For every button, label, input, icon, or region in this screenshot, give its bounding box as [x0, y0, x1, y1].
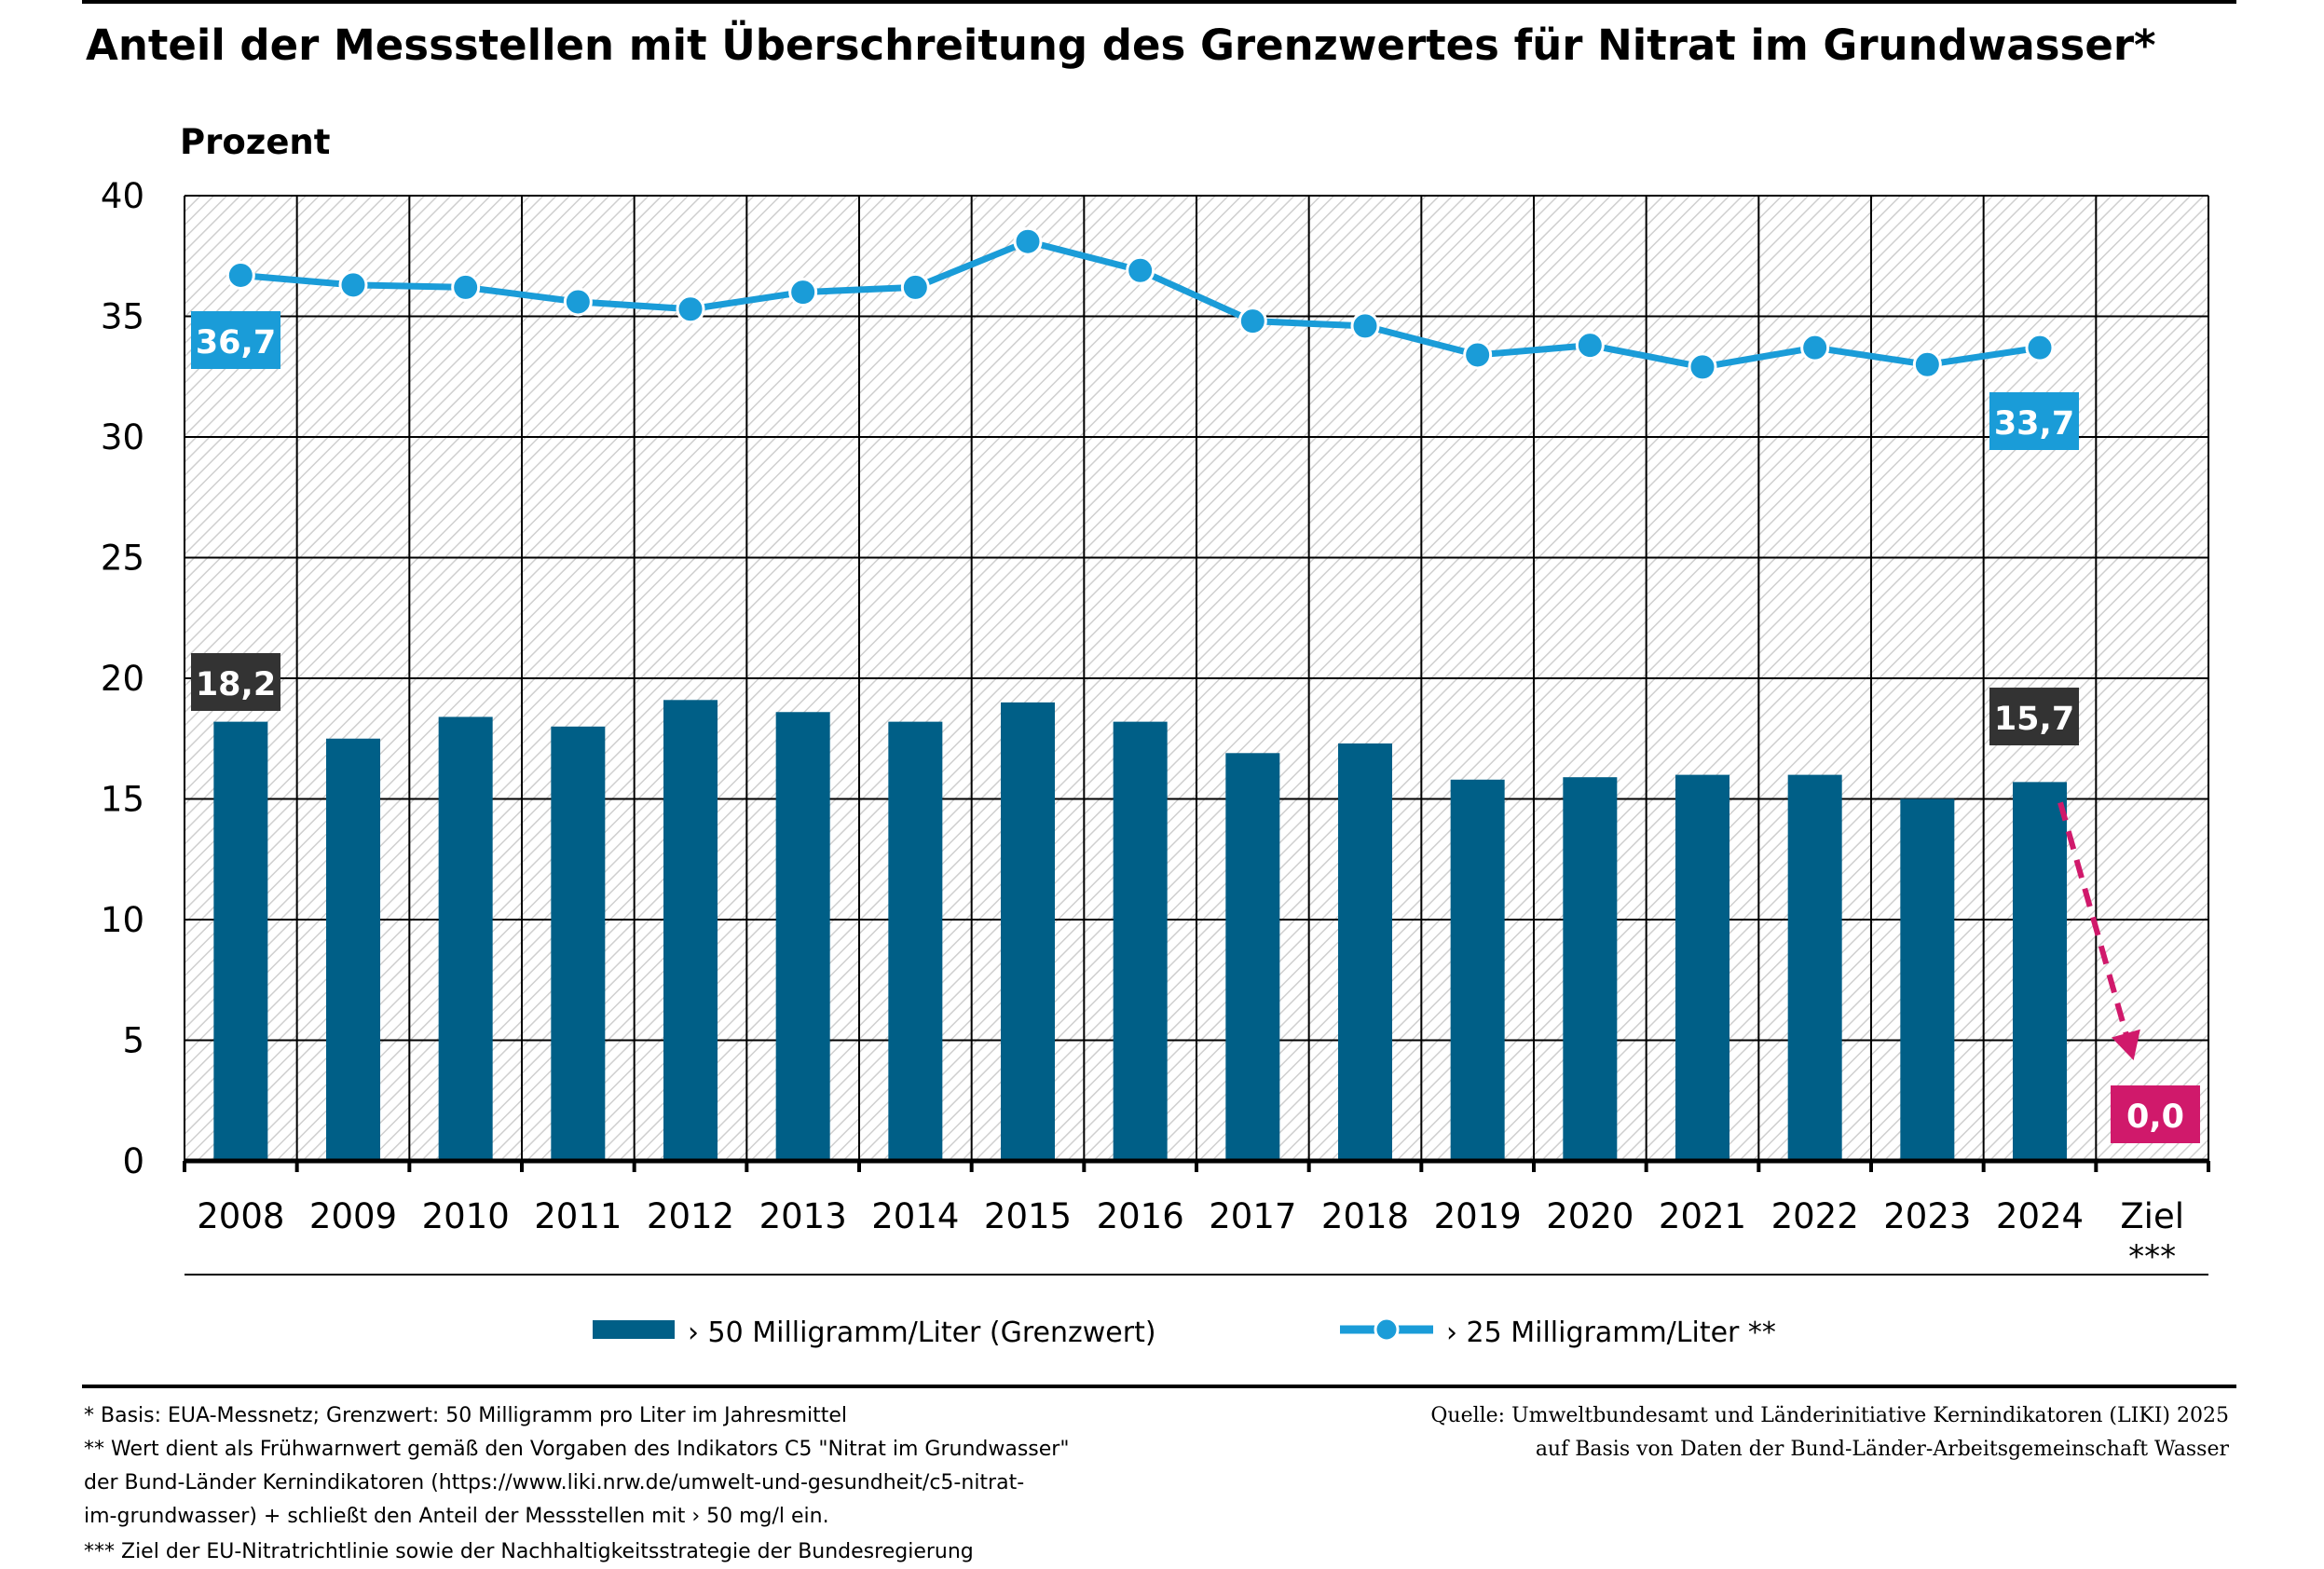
y-axis-label: Prozent	[180, 122, 330, 162]
line-point-2009	[338, 270, 368, 300]
source-line-1: Quelle: Umweltbundesamt und Länderinitia…	[1430, 1404, 2229, 1427]
footnote-5: *** Ziel der EU-Nitratrichtlinie sowie d…	[84, 1540, 974, 1563]
bar-2019	[1450, 779, 1505, 1161]
value-label: 15,7	[1994, 701, 2074, 738]
top-rule	[82, 0, 2236, 4]
bar-2013	[775, 712, 830, 1161]
y-tick-label: 25	[101, 539, 144, 579]
x-tick-label-2008: 2008	[197, 1196, 284, 1236]
value-label-box	[1989, 688, 2079, 745]
bar-2016	[1113, 721, 1168, 1161]
bar-2024	[2013, 782, 2067, 1161]
line-point-2020	[1575, 331, 1605, 361]
y-tick-label: 30	[101, 417, 144, 457]
x-tick-label-2019: 2019	[1434, 1196, 1522, 1236]
x-tick-label-2023: 2023	[1883, 1196, 1971, 1236]
x-tick-label-2022: 2022	[1771, 1196, 1859, 1236]
bar-2012	[663, 700, 718, 1161]
bar-2022	[1787, 774, 1842, 1161]
footnote-1: * Basis: EUA-Messnetz; Grenzwert: 50 Mil…	[84, 1404, 848, 1427]
bar-2009	[326, 738, 380, 1161]
line-point-2019	[1463, 340, 1493, 370]
value-label-box	[2111, 1085, 2200, 1143]
bar-2008	[213, 721, 268, 1161]
x-tick-label-2012: 2012	[647, 1196, 734, 1236]
x-tick-label-2016: 2016	[1097, 1196, 1184, 1236]
line-point-2016	[1126, 255, 1155, 285]
source-line-2: auf Basis von Daten der Bund-Länder-Arbe…	[1535, 1438, 2229, 1461]
x-tick-label-2017: 2017	[1209, 1196, 1296, 1236]
y-tick-label: 10	[101, 900, 144, 940]
footnote-3: der Bund-Länder Kernindikatoren (https:/…	[84, 1471, 1025, 1494]
x-tick-label-Ziel: Ziel	[2120, 1196, 2184, 1236]
x-tick-label-2010: 2010	[422, 1196, 510, 1236]
line-point-2021	[1688, 352, 1717, 382]
bar-2023	[1900, 798, 1955, 1161]
bar-2021	[1675, 774, 1729, 1161]
line-point-2022	[1800, 333, 1830, 362]
value-label: 18,2	[196, 666, 276, 703]
bar-2020	[1563, 777, 1618, 1161]
x-tick-label-2015: 2015	[984, 1196, 1072, 1236]
line-point-2023	[1912, 349, 1942, 379]
x-tick-label-2018: 2018	[1321, 1196, 1409, 1236]
footnote-4: im-grundwasser) + schließt den Anteil de…	[84, 1505, 829, 1528]
target-arrow-head	[2112, 1029, 2140, 1060]
value-label-box	[191, 653, 280, 711]
x-tick-label-2011: 2011	[534, 1196, 622, 1236]
bar-2015	[1001, 702, 1055, 1161]
y-tick-label: 35	[101, 297, 144, 337]
line-point-2013	[788, 278, 818, 307]
value-label: 33,7	[1994, 405, 2074, 443]
legend-bar-swatch	[593, 1320, 675, 1339]
divider-rule	[82, 1385, 2236, 1388]
x-tick-label-suffix: ***	[2128, 1238, 2176, 1276]
y-tick-label: 20	[101, 659, 144, 699]
chart-title: Anteil der Messstellen mit Überschreitun…	[86, 20, 2156, 70]
line-point-2017	[1237, 307, 1267, 336]
legend-bar-label: › 50 Milligramm/Liter (Grenzwert)	[688, 1317, 1156, 1349]
y-tick-label: 15	[101, 780, 144, 820]
line-point-2010	[451, 272, 481, 302]
y-tick-label: 5	[122, 1021, 144, 1061]
bar-2010	[438, 716, 493, 1161]
x-tick-label-2014: 2014	[871, 1196, 959, 1236]
line-point-2015	[1013, 226, 1043, 256]
line-point-2012	[676, 294, 705, 324]
value-label: 36,7	[196, 324, 276, 362]
value-label: 0,0	[2126, 1098, 2184, 1136]
line-point-2024	[2025, 333, 2055, 362]
bar-2017	[1225, 753, 1280, 1161]
x-tick-label-2020: 2020	[1546, 1196, 1634, 1236]
line-point-2018	[1350, 311, 1380, 341]
legend-line-marker	[1374, 1317, 1400, 1343]
source-note: Quelle: Umweltbundesamt und Länderinitia…	[1430, 1399, 2229, 1467]
y-tick-label: 40	[101, 176, 144, 216]
line-point-2008	[226, 260, 255, 290]
bar-2014	[888, 721, 943, 1161]
target-arrow	[2057, 801, 2137, 1061]
x-tick-label-2021: 2021	[1659, 1196, 1746, 1236]
footnote-2: ** Wert dient als Frühwarnwert gemäß den…	[84, 1438, 1070, 1461]
x-tick-label-2009: 2009	[309, 1196, 397, 1236]
value-label-box	[1989, 392, 2079, 450]
value-label-box	[191, 311, 280, 369]
bar-2018	[1338, 743, 1392, 1161]
line-point-2014	[900, 272, 930, 302]
x-tick-label-2013: 2013	[759, 1196, 847, 1236]
x-tick-label-2024: 2024	[1996, 1196, 2084, 1236]
legend-line-label: › 25 Milligramm/Liter **	[1446, 1317, 1776, 1349]
y-tick-label: 0	[122, 1141, 144, 1181]
line-point-2011	[563, 287, 593, 317]
bar-2011	[551, 726, 606, 1161]
